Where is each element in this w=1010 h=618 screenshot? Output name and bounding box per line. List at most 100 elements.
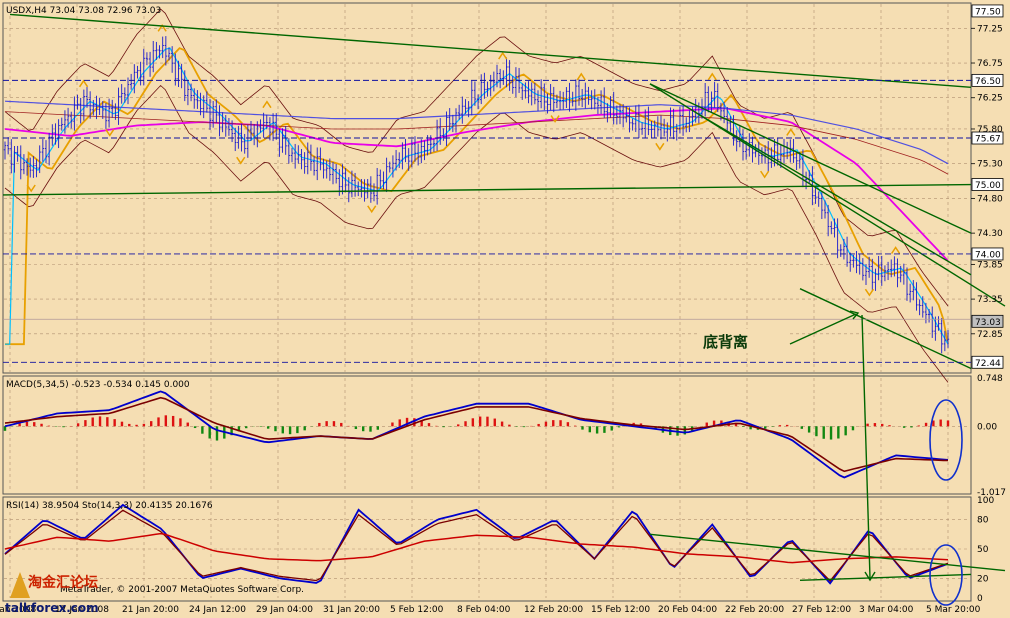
divergence-annotation: 底背离 bbox=[703, 333, 748, 351]
time-tick-label: 24 Jan 12:00 bbox=[189, 605, 246, 615]
main-chart-header: USDX,H4 73.04 73.08 72.96 73.03 bbox=[6, 6, 161, 16]
macd-tick-label: 0.00 bbox=[977, 422, 997, 432]
rsi-tick-label: 100 bbox=[977, 496, 994, 506]
rsi-trendline bbox=[799, 573, 972, 582]
time-tick-label: 15 Feb 12:00 bbox=[591, 605, 650, 615]
time-tick-label: 27 Feb 12:00 bbox=[792, 605, 851, 615]
time-tick-label: 5 Mar 20:00 bbox=[926, 605, 981, 615]
price-tick-label: 73.85 bbox=[977, 260, 1003, 270]
rsi-panel bbox=[4, 503, 1006, 585]
time-tick-label: 17 Jan 2008 bbox=[55, 605, 109, 615]
forum-logo: 淘金汇论坛 talkforex.com bbox=[5, 572, 99, 615]
time-tick-label: 5 Feb 12:00 bbox=[390, 605, 444, 615]
fractal-up-arrow bbox=[262, 100, 272, 109]
rsi-tick-label: 0 bbox=[977, 594, 983, 604]
price-level-label: 74.00 bbox=[975, 250, 1001, 260]
rsi-header: RSI(14) 38.9504 Sto(14,3,3) 20.4135 20.1… bbox=[6, 501, 213, 511]
macd-signal-line bbox=[4, 396, 949, 473]
time-axis: 1 Jan 2008 17 Jan 2008 21 Jan 20:00 24 Jan … bbox=[0, 605, 981, 615]
fractal-up-arrow bbox=[707, 72, 717, 81]
watermark-url: talkforex.com bbox=[5, 601, 99, 615]
bollinger-bands bbox=[4, 8, 949, 383]
time-tick-label: 22 Feb 20:00 bbox=[725, 605, 784, 615]
price-level-label: 77.50 bbox=[975, 7, 1001, 17]
macd-tick-label: -1.017 bbox=[977, 488, 1006, 498]
bollinger-lower bbox=[4, 84, 949, 383]
ma-slow-line bbox=[4, 100, 949, 165]
price-tick-label: 75.30 bbox=[977, 160, 1003, 170]
stochastic-signal-line bbox=[4, 509, 949, 582]
price-level-box bbox=[971, 4, 1004, 18]
price-series bbox=[3, 36, 950, 354]
fractal-down-arrow bbox=[864, 288, 875, 297]
macd-line bbox=[4, 390, 949, 479]
rsi-line bbox=[4, 532, 949, 564]
price-scale: 77.25 76.75 76.25 75.80 75.30 74.80 74.30 73.85… bbox=[971, 4, 1006, 604]
ma-cyan-line bbox=[5, 47, 949, 345]
copyright-label: MetaTrader, © 2001-2007 MetaQuotes Softw… bbox=[60, 585, 304, 595]
green-trendline bbox=[9, 13, 972, 89]
fractal-down-arrow bbox=[105, 129, 115, 137]
rsi-highlight-circle bbox=[929, 544, 963, 606]
time-tick-label: 20 Feb 04:00 bbox=[658, 605, 717, 615]
price-level-label: 72.44 bbox=[975, 359, 1001, 369]
annotation-arrows bbox=[789, 310, 876, 582]
time-tick-label: 1 Jan 2008 bbox=[0, 605, 36, 615]
fractal-down-arrow bbox=[760, 170, 770, 179]
price-level-box bbox=[971, 247, 1004, 261]
price-tick-label: 76.75 bbox=[977, 59, 1003, 69]
fractal-up-arrow bbox=[786, 128, 796, 136]
stochastic-line bbox=[4, 503, 949, 585]
time-tick-label: 29 Jan 04:00 bbox=[256, 605, 313, 615]
fractal-up-arrow bbox=[890, 246, 901, 254]
ma-magenta-line bbox=[4, 107, 949, 262]
macd-highlight-circle bbox=[929, 399, 963, 481]
divergence-link-arrowhead bbox=[864, 571, 876, 582]
ma-red-line bbox=[4, 111, 949, 175]
price-level-label: 76.50 bbox=[975, 77, 1001, 87]
price-tick-label: 74.30 bbox=[977, 229, 1003, 239]
trendlines bbox=[2, 13, 1006, 370]
time-tick-label: 8 Feb 04:00 bbox=[457, 605, 511, 615]
fractal-down-arrow bbox=[236, 156, 246, 165]
rsi-tick-label: 50 bbox=[977, 545, 989, 555]
price-tick-label: 77.25 bbox=[977, 24, 1003, 34]
price-level-box bbox=[971, 131, 1004, 145]
fractal-down-arrow bbox=[367, 205, 377, 214]
price-level-box bbox=[971, 355, 1004, 369]
fractal-down-arrow bbox=[550, 115, 560, 123]
green-trendline bbox=[649, 83, 972, 234]
ma-fast-line bbox=[5, 47, 949, 346]
price-level-box bbox=[971, 73, 1004, 87]
moving-averages bbox=[4, 47, 949, 346]
price-tick-label: 74.80 bbox=[977, 194, 1003, 204]
time-tick-label: 12 Feb 20:00 bbox=[524, 605, 583, 615]
logo-icon bbox=[10, 572, 30, 598]
fractal-up-arrow bbox=[576, 72, 586, 81]
fractal-arrows bbox=[26, 23, 901, 297]
price-tick-label: 75.80 bbox=[977, 125, 1003, 135]
fractal-up-arrow bbox=[78, 79, 89, 88]
price-level-label: 73.03 bbox=[975, 318, 1001, 328]
rsi-tick-label: 20 bbox=[977, 574, 989, 584]
green-trendline bbox=[699, 114, 972, 276]
fractal-down-arrow bbox=[655, 142, 665, 151]
time-tick-label: 3 Mar 04:00 bbox=[859, 605, 914, 615]
fractal-down-arrow bbox=[26, 184, 36, 193]
price-tick-label: 76.25 bbox=[977, 94, 1003, 104]
rsi-trendline bbox=[649, 533, 1006, 572]
bollinger-upper bbox=[4, 8, 949, 307]
rsi-tick-label: 80 bbox=[977, 516, 989, 526]
green-trendline bbox=[799, 288, 972, 370]
green-trendline bbox=[2, 183, 972, 196]
watermark-chinese: 淘金汇论坛 bbox=[28, 574, 98, 591]
annotation-box bbox=[697, 329, 789, 353]
price-level-label: 75.00 bbox=[975, 181, 1001, 191]
macd-panel bbox=[3, 390, 950, 479]
macd-header: MACD(5,34,5) -0.523 -0.534 0.145 0.000 bbox=[6, 380, 190, 390]
macd-tick-label: 0.748 bbox=[977, 374, 1003, 384]
price-tick-label: 72.85 bbox=[977, 330, 1003, 340]
time-tick-label: 21 Jan 20:00 bbox=[122, 605, 179, 615]
